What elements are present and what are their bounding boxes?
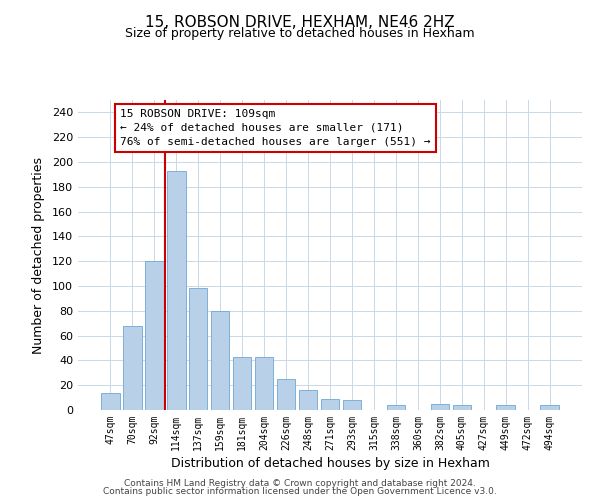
Y-axis label: Number of detached properties: Number of detached properties bbox=[32, 156, 45, 354]
Text: Size of property relative to detached houses in Hexham: Size of property relative to detached ho… bbox=[125, 28, 475, 40]
Bar bbox=[320, 399, 340, 410]
Bar bbox=[299, 390, 317, 410]
X-axis label: Distribution of detached houses by size in Hexham: Distribution of detached houses by size … bbox=[170, 457, 490, 470]
Bar bbox=[541, 405, 559, 410]
Bar bbox=[145, 261, 164, 410]
Bar bbox=[211, 311, 229, 410]
Text: Contains public sector information licensed under the Open Government Licence v3: Contains public sector information licen… bbox=[103, 488, 497, 496]
Bar bbox=[233, 356, 251, 410]
Bar bbox=[343, 400, 361, 410]
Bar bbox=[496, 405, 515, 410]
Text: 15 ROBSON DRIVE: 109sqm
← 24% of detached houses are smaller (171)
76% of semi-d: 15 ROBSON DRIVE: 109sqm ← 24% of detache… bbox=[120, 108, 431, 146]
Bar bbox=[101, 392, 119, 410]
Bar bbox=[189, 288, 208, 410]
Bar bbox=[277, 379, 295, 410]
Text: 15, ROBSON DRIVE, HEXHAM, NE46 2HZ: 15, ROBSON DRIVE, HEXHAM, NE46 2HZ bbox=[145, 15, 455, 30]
Bar bbox=[431, 404, 449, 410]
Bar bbox=[255, 356, 274, 410]
Bar bbox=[123, 326, 142, 410]
Bar bbox=[167, 170, 185, 410]
Bar bbox=[386, 405, 405, 410]
Bar bbox=[452, 405, 471, 410]
Text: Contains HM Land Registry data © Crown copyright and database right 2024.: Contains HM Land Registry data © Crown c… bbox=[124, 478, 476, 488]
